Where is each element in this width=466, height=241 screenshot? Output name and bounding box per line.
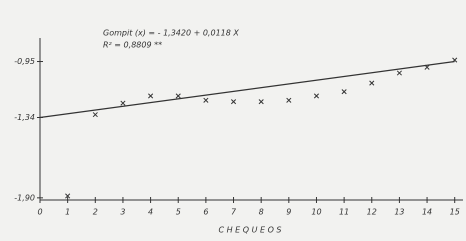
point [452, 57, 458, 63]
point [369, 80, 375, 86]
point [258, 99, 264, 105]
y-tick-label: -1,34 [14, 113, 35, 122]
point [230, 99, 237, 105]
x-axis-label: C H E Q U E O S [218, 226, 281, 235]
y-tick-label: -1,90 [14, 193, 35, 202]
x-tick-label: 6 [203, 208, 208, 217]
point [203, 97, 209, 103]
x-tick-label: 2 [93, 208, 98, 217]
x-tick-label: 14 [422, 208, 432, 217]
x-tick-label: 8 [259, 208, 264, 217]
x-tick-label: 9 [286, 208, 291, 217]
x-tick-label: 0 [37, 208, 42, 217]
x-tick-label: 12 [367, 208, 377, 217]
x-tick-label: 11 [339, 208, 349, 217]
point [341, 89, 347, 95]
x-tick-label: 7 [231, 208, 237, 217]
point [313, 93, 320, 99]
point [92, 112, 98, 118]
equation: Gompit (x) = - 1,3420 + 0,0118 X [103, 29, 239, 38]
point [65, 193, 71, 199]
r-squared: R² = 0,8809 ** [103, 41, 162, 50]
x-tick-label: 15 [450, 208, 460, 217]
y-tick-label: -0,95 [14, 57, 35, 66]
x-tick-label: 1 [65, 208, 70, 217]
x-tick-label: 13 [394, 208, 404, 217]
point [120, 100, 126, 106]
point [175, 93, 181, 99]
x-tick-label: 10 [311, 208, 321, 217]
fit-line [39, 60, 455, 119]
x-tick-label: 5 [176, 208, 181, 217]
point [396, 70, 402, 76]
point [148, 93, 154, 99]
point [286, 97, 292, 103]
x-tick-label: 3 [120, 208, 125, 217]
point [424, 64, 430, 70]
x-tick-label: 4 [148, 208, 153, 217]
